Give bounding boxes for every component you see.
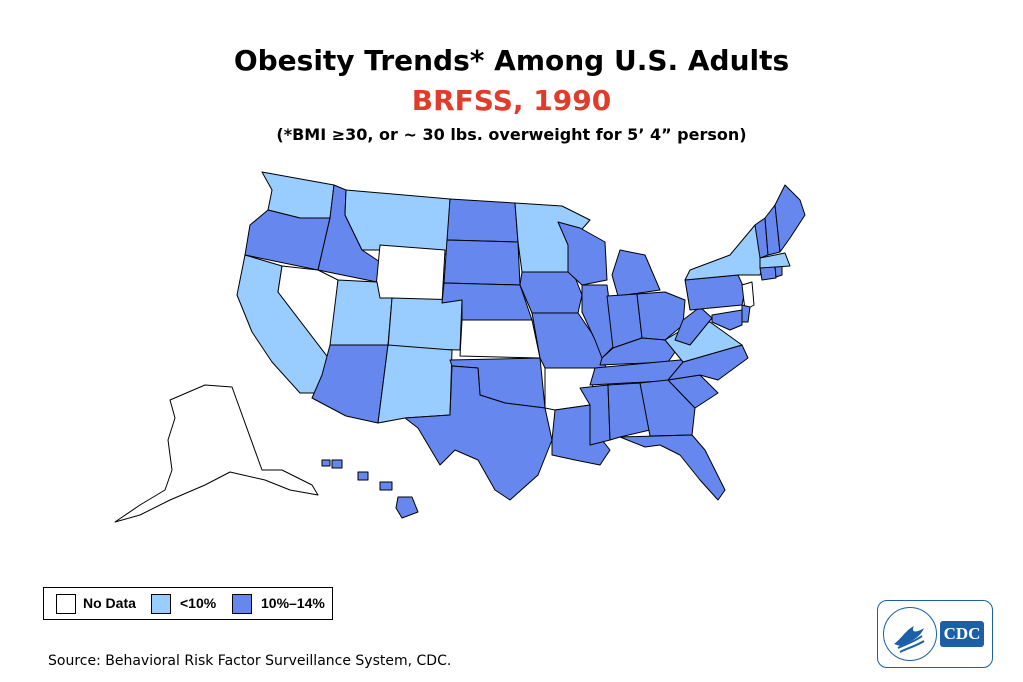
- chart-title: Obesity Trends* Among U.S. Adults: [233, 44, 790, 77]
- legend-swatch-no-data: [56, 594, 76, 614]
- chart-subtitle: BRFSS, 1990: [411, 84, 612, 117]
- state-ia: [519, 271, 583, 314]
- state-fl: [619, 434, 726, 501]
- state-sd: [443, 239, 521, 286]
- bmi-note: (*BMI ≥30, or ~ 30 lbs. overweight for 5…: [276, 125, 747, 144]
- state-mt: [344, 189, 451, 256]
- us-map: [114, 171, 806, 523]
- state-nj: [741, 281, 755, 311]
- state-tx: [404, 365, 553, 501]
- legend-swatch-10-14: [232, 594, 252, 614]
- state-ny: [684, 224, 766, 281]
- state-nd: [446, 198, 519, 243]
- legend-label-10-14: 10%–14%: [261, 595, 325, 611]
- state-al: [607, 382, 651, 441]
- state-me: [774, 184, 806, 253]
- state-ms: [579, 384, 611, 446]
- state-wy: [374, 244, 446, 304]
- state-ks: [459, 319, 541, 359]
- source-note: Source: Behavioral Risk Factor Surveilla…: [48, 653, 452, 669]
- state-md: [711, 309, 743, 331]
- state-hi: [321, 459, 419, 519]
- state-nm: [377, 344, 453, 424]
- legend-swatch-lt10: [151, 594, 171, 614]
- state-pa: [684, 274, 746, 311]
- state-ma: [759, 252, 791, 269]
- state-co: [387, 297, 463, 351]
- state-de: [741, 304, 751, 323]
- state-ri: [774, 265, 783, 278]
- cdc-logo: CDC: [877, 600, 993, 668]
- cdc-eagle-icon: CDC: [940, 621, 984, 647]
- hhs-seal-icon: [883, 607, 937, 661]
- legend-label-no-data: No Data: [83, 595, 136, 611]
- state-mi: [611, 249, 661, 297]
- state-ak: [114, 384, 319, 523]
- legend: No Data <10% 10%–14%: [43, 587, 333, 620]
- legend-label-lt10: <10%: [180, 595, 217, 611]
- state-wi: [557, 221, 608, 286]
